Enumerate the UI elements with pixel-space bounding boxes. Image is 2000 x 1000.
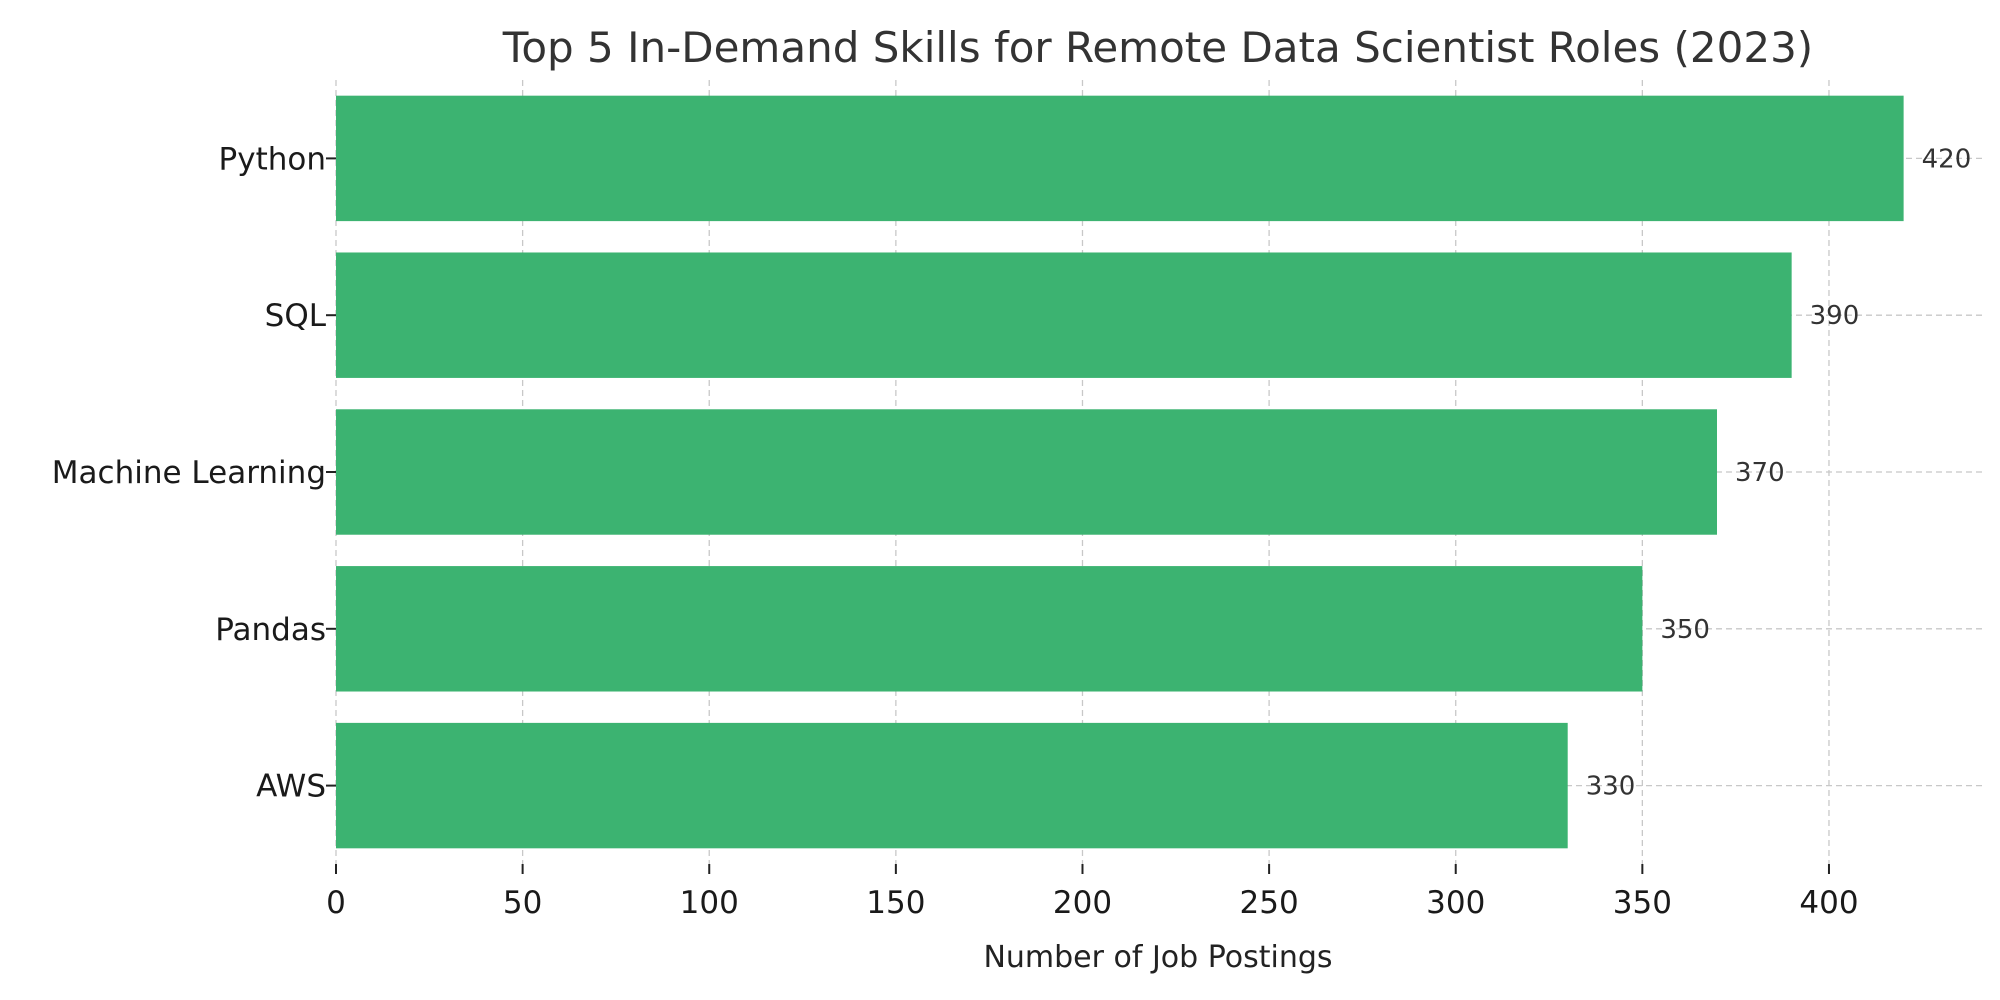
bar — [336, 722, 1568, 849]
x-tick-label: 350 — [1613, 885, 1672, 921]
value-label: 370 — [1735, 458, 1785, 488]
x-tick-label: 50 — [503, 885, 542, 921]
bar — [336, 252, 1792, 378]
value-label: 330 — [1586, 772, 1636, 802]
bar — [336, 95, 1904, 222]
x-tick-label: 200 — [1053, 885, 1112, 921]
value-label: 420 — [1922, 144, 1972, 174]
bar — [336, 409, 1717, 535]
x-tick-label: 0 — [326, 885, 346, 921]
label-layer: 420 390 370 350 330 — [1586, 144, 1972, 801]
y-tick-label: Pandas — [215, 612, 326, 648]
bar-layer — [336, 95, 1904, 849]
x-tick-label: 250 — [1240, 885, 1299, 921]
y-tick-label: SQL — [265, 298, 327, 334]
y-tick-label: Python — [219, 141, 326, 177]
x-tick-label: 100 — [680, 885, 739, 921]
value-label: 350 — [1660, 615, 1710, 645]
chart-title: Top 5 In-Demand Skills for Remote Data S… — [502, 23, 1813, 72]
x-tick-label: 150 — [866, 885, 925, 921]
y-tick-label: Machine Learning — [52, 455, 326, 491]
bar — [336, 566, 1643, 692]
value-label: 390 — [1810, 301, 1860, 331]
axis-layer: 0 50 100 150 200 250 300 350 400 Python SQL Machine… — [52, 141, 1859, 921]
x-axis-label: Number of Job Postings — [983, 940, 1332, 975]
x-tick-label: 400 — [1799, 885, 1858, 921]
y-tick-label: AWS — [256, 769, 326, 805]
x-tick-label: 300 — [1426, 885, 1485, 921]
